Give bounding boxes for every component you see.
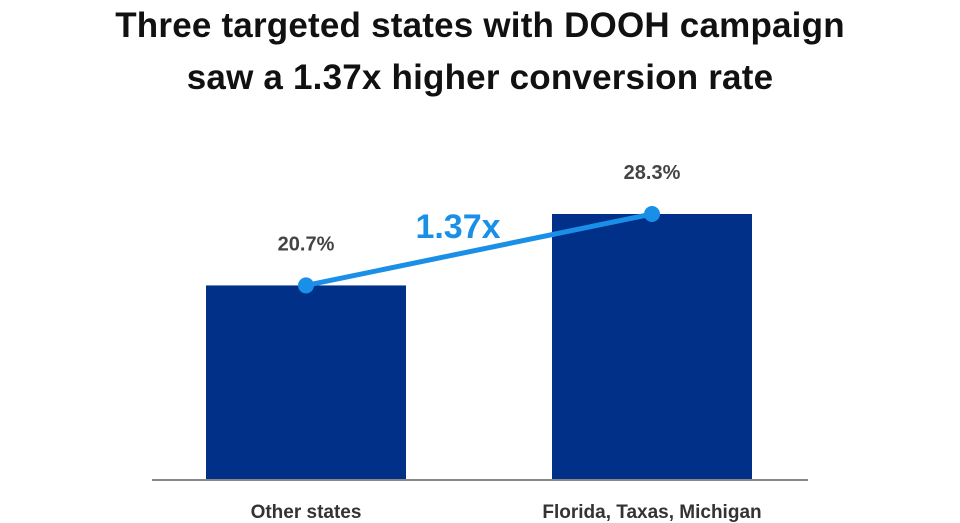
connector-point-2 [644,206,660,222]
chart-title-line-2: saw a 1.37x higher conversion rate [186,58,774,97]
category-label-2: Florida, Taxas, Michigan [542,502,761,523]
chart-title-line-1: Three targeted states with DOOH campaign [115,6,845,45]
connector-point-1 [298,277,314,294]
value-label-1: 20.7% [278,233,335,255]
category-label-1: Other states [251,502,362,523]
chart-title: Three targeted states with DOOH campaign… [0,0,960,104]
ratio-connector-line [303,211,655,288]
bar-2 [552,214,752,480]
ratio-label: 1.37x [415,208,500,246]
bar-1 [206,285,406,480]
value-label-2: 28.3% [624,162,681,184]
